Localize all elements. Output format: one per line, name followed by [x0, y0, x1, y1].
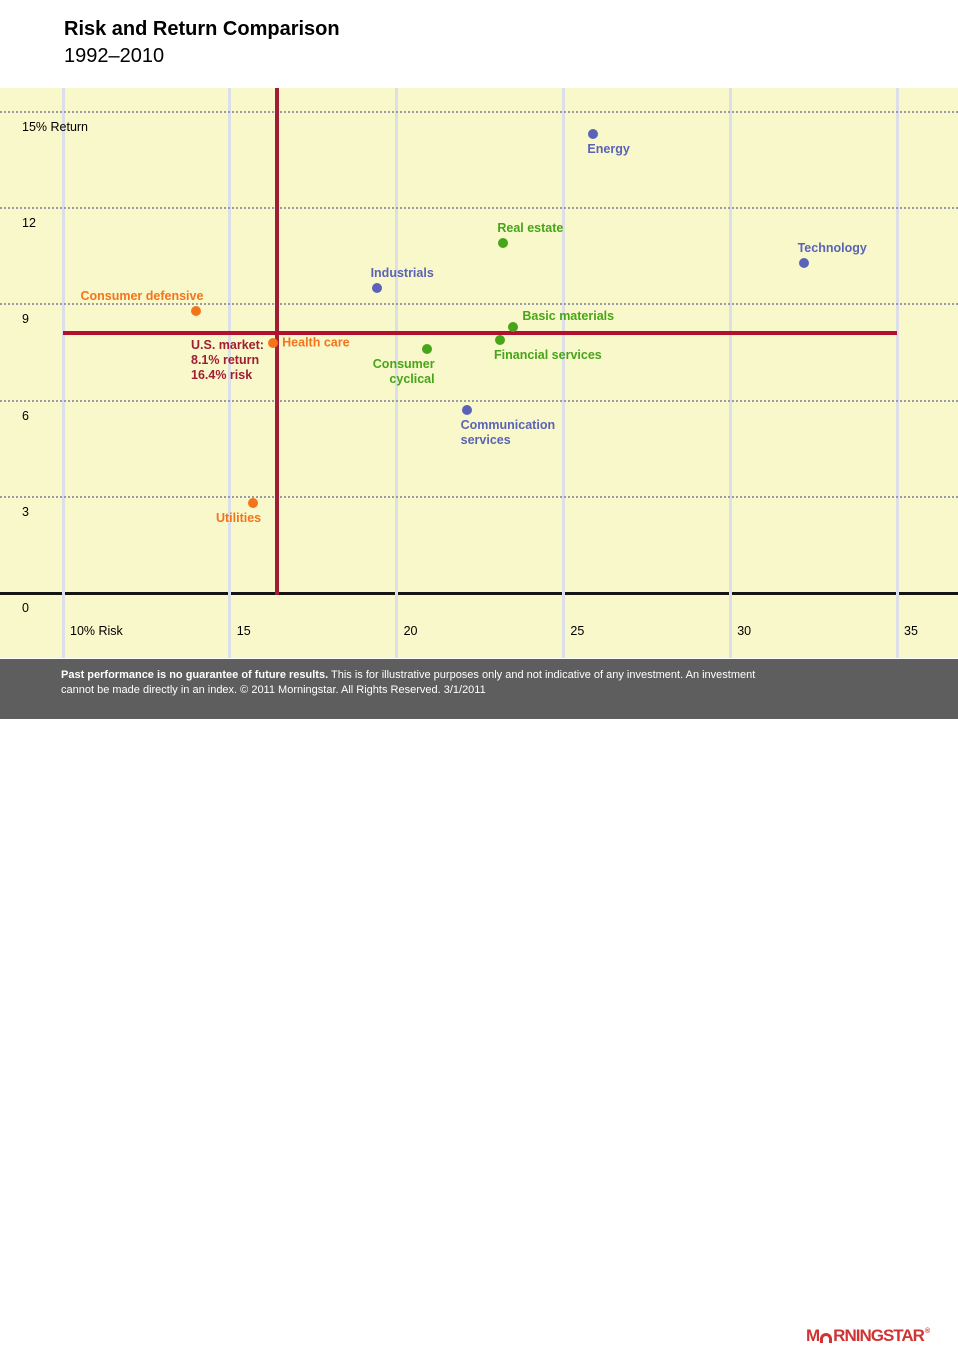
x-tick-label: 20 — [403, 624, 418, 638]
horizontal-gridline — [0, 110, 958, 113]
data-point — [371, 283, 382, 294]
data-point — [421, 344, 432, 355]
logo-suffix: RNINGSTAR — [833, 1326, 925, 1345]
point-label: Consumer cyclical — [372, 357, 435, 387]
point-label: Health care — [282, 335, 350, 350]
x-tick-label: 30 — [737, 624, 752, 638]
vertical-gridline — [395, 88, 399, 658]
vertical-gridline — [895, 88, 899, 658]
vertical-gridline — [61, 88, 65, 658]
point-label: Consumer defensive — [80, 288, 204, 303]
benchmark-label: U.S. market: 8.1% return 16.4% risk — [191, 338, 264, 383]
data-point — [268, 337, 279, 348]
plot-area: 10% Risk 15 20 25 30 35 15% Return 12 9 6 3 0 U.S. m… — [0, 88, 958, 658]
y-tick-label: 3 — [22, 504, 29, 519]
point-label: Communication services — [460, 418, 556, 448]
x-tick-label: 15 — [236, 624, 251, 638]
y-tick-label: 9 — [22, 312, 29, 327]
point-label: Technology — [797, 240, 867, 255]
data-point — [248, 498, 259, 509]
benchmark-horizontal-line — [63, 331, 897, 336]
data-point — [495, 334, 506, 345]
page-subtitle: 1992–2010 — [64, 45, 165, 67]
disclaimer-rest: This is for illustrative purposes only a… — [61, 669, 756, 696]
y-tick-label: 0 — [22, 601, 29, 615]
x-tick-label: 35 — [904, 624, 918, 638]
logo-prefix: M — [806, 1326, 820, 1345]
data-point — [508, 321, 519, 332]
point-label: Real estate — [497, 221, 564, 236]
horizontal-gridline — [0, 303, 958, 306]
morningstar-arc-icon — [820, 1333, 833, 1343]
data-point — [461, 405, 472, 416]
chart-header: Risk and Return Comparison 1992–2010 — [64, 16, 340, 70]
registered-mark: ® — [924, 1328, 931, 1335]
horizontal-gridline — [0, 495, 958, 498]
point-label: Financial services — [494, 347, 602, 362]
y-tick-label: 6 — [22, 408, 29, 423]
data-point — [191, 305, 202, 316]
page-title: Risk and Return Comparison — [64, 18, 340, 40]
vertical-gridline — [561, 88, 565, 658]
footer-bar: Past performance is no guarantee of futu… — [0, 659, 958, 1344]
data-point — [798, 257, 809, 268]
x-tick-label: 10% Risk — [70, 624, 123, 638]
disclaimer-text: Past performance is no guarantee of futu… — [61, 668, 786, 698]
vertical-gridline — [228, 88, 232, 658]
y-tick-label: 12 — [22, 216, 36, 231]
point-label: Industrials — [370, 266, 434, 281]
morningstar-logo: M RNINGSTAR ® — [806, 1326, 931, 1345]
point-label: Basic materials — [522, 308, 615, 323]
point-label: Energy — [587, 142, 630, 157]
x-tick-label: 25 — [570, 624, 585, 638]
disclaimer-bold: Past performance is no guarantee of futu… — [61, 669, 329, 681]
horizontal-gridline — [0, 399, 958, 402]
data-point — [588, 129, 599, 140]
point-label: Utilities — [215, 511, 262, 526]
x-axis-line — [0, 592, 958, 595]
vertical-gridline — [728, 88, 732, 658]
horizontal-gridline — [0, 207, 958, 210]
y-tick-label: 15% Return — [22, 119, 89, 134]
data-point — [498, 238, 509, 249]
